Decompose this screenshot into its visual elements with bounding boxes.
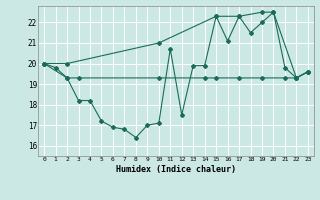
X-axis label: Humidex (Indice chaleur): Humidex (Indice chaleur) — [116, 165, 236, 174]
